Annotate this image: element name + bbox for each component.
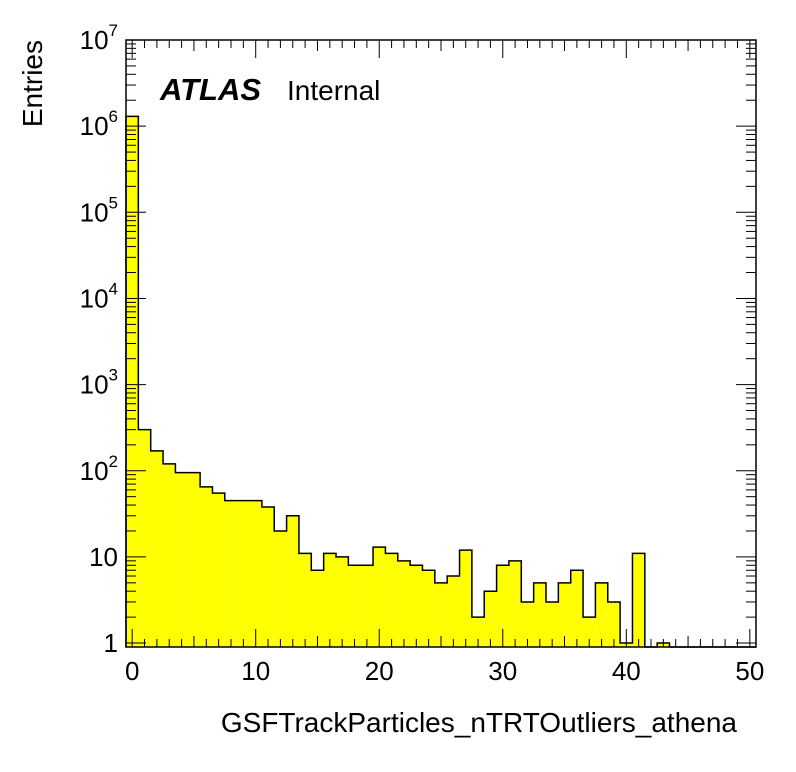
histogram-bar [175,472,188,647]
histogram-bar [286,515,299,647]
histogram-bar [632,553,645,647]
histogram-bar [261,506,275,647]
x-tick-label: 20 [365,656,394,686]
y-tick-label: 102 [80,452,118,486]
histogram-bar [558,582,571,647]
histogram-bar [336,556,349,647]
histogram-bar [595,582,608,647]
histogram-bar [583,617,596,647]
y-axis-label: Entries [17,40,48,127]
histogram-bars [125,115,756,648]
y-tick-label: 104 [80,279,118,313]
histogram-bar [360,565,374,647]
axis-ticks [126,39,756,647]
x-tick-label: 40 [612,656,641,686]
histogram-bar [138,429,151,647]
y-tick-label: 1 [104,628,118,658]
histogram-bar [150,450,164,647]
histogram-bar [484,591,497,647]
x-axis-label: GSFTrackParticles_nTRTOutliers_athena [221,707,738,738]
histogram-bar [422,570,435,647]
internal-label: Internal [287,75,380,106]
histogram-bar [533,582,546,647]
histogram-bar [508,560,522,647]
tick-labels: 0 10 20 30 40 50 1 10 102 103 104 105 106 107 [80,21,765,686]
histogram-bar [298,553,312,647]
histogram-bar [546,601,559,647]
x-tick-label: 30 [488,656,517,686]
histogram-bar [471,617,485,647]
x-tick-label: 10 [241,656,270,686]
histogram-bar [607,601,621,647]
x-tick-label: 0 [125,656,139,686]
histogram-bar [385,553,398,647]
histogram-bar [410,565,423,647]
histogram-bar [200,486,213,647]
atlas-label: ATLAS [159,72,261,107]
histogram-bar [237,500,250,647]
histogram-bar [212,493,225,647]
histogram-bar [126,116,139,648]
histogram-bar [224,500,238,647]
y-tick-label: 105 [80,193,118,227]
plot-frame [125,39,757,648]
histogram-bar [163,463,176,647]
histogram-bar [496,565,509,647]
x-tick-label: 50 [735,656,764,686]
y-tick-label: 106 [80,107,118,141]
histogram-bar [570,570,584,647]
histogram-bar [348,565,361,647]
histogram-bar [397,560,411,647]
histogram-bar [373,547,386,647]
histogram-bar [521,601,534,647]
y-tick-label: 10 [89,542,118,572]
histogram-bar [447,576,460,647]
histogram-bar [323,553,336,647]
histogram-bar [459,550,472,647]
histogram-bar [187,472,201,647]
histogram-outline [125,115,756,648]
y-tick-label: 103 [80,366,118,400]
histogram-bar [274,530,287,647]
histogram-bar [249,500,262,647]
y-tick-label: 107 [80,21,118,55]
histogram-bar [311,570,324,647]
histogram-bar [434,582,448,647]
